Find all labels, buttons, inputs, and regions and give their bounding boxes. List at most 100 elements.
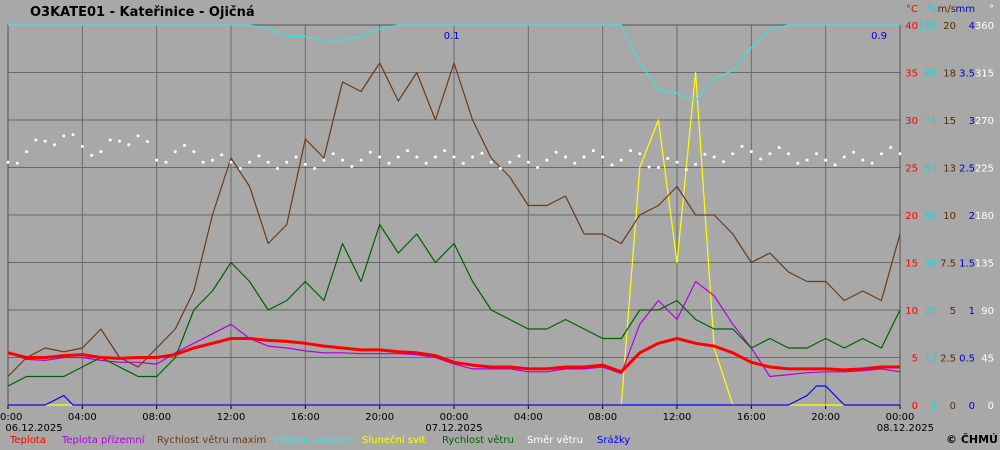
wind-direction-point — [257, 154, 261, 158]
y-tick-label: 18 — [943, 69, 956, 80]
y-tick-label: 315 — [975, 69, 994, 80]
wind-direction-point — [870, 161, 874, 165]
wind-direction-point — [582, 155, 586, 159]
legend-entry: Sluneční svit — [362, 434, 426, 446]
legend: Teplota Teplota přízemní Rychlost větru ma… — [9, 434, 630, 446]
wind-direction-point — [517, 154, 521, 158]
wind-direction-point — [489, 160, 493, 164]
legend-entry: Teplota přízemní — [61, 434, 146, 446]
y-tick-label: 20 — [905, 211, 918, 222]
wind-direction-point — [805, 158, 809, 162]
y-axis-unit: °C — [906, 4, 918, 15]
legend-entry: Teplota — [9, 435, 46, 446]
wind-direction-point — [647, 165, 651, 169]
wind-direction-point — [43, 139, 47, 143]
x-tick-label: 08:00 — [142, 412, 171, 423]
wind-direction-point — [731, 152, 735, 156]
y-tick-label: 4 — [969, 21, 975, 32]
precip-total-label: 0.1 — [444, 31, 460, 42]
y-tick-label: 0 — [912, 401, 918, 412]
x-tick-label: 08:00 — [588, 412, 617, 423]
wind-direction-point — [898, 152, 902, 156]
legend-entry: Směr větru — [527, 434, 583, 446]
wind-direction-point — [183, 143, 187, 147]
x-tick-label: 16:00 — [737, 412, 766, 423]
wind-direction-point — [471, 155, 475, 159]
y-tick-label: 0.5 — [959, 354, 975, 365]
wind-direction-point — [675, 160, 679, 164]
chart-title: O3KATE01 - Kateřinice - Ojičná — [30, 5, 255, 20]
y-axis-unit: mm — [956, 4, 975, 15]
wind-direction-point — [768, 152, 772, 156]
wind-direction-point — [164, 160, 168, 164]
wind-direction-point — [275, 167, 279, 171]
wind-direction-point — [684, 168, 688, 172]
y-tick-label: 90 — [981, 306, 994, 317]
series-line-7 — [8, 385, 900, 406]
y-tick-label: 0 — [950, 401, 956, 412]
wind-direction-point — [155, 158, 159, 162]
wind-direction-point — [619, 158, 623, 162]
y-tick-label: 3 — [969, 116, 975, 127]
wind-direction-point — [6, 160, 10, 164]
wind-direction-point — [712, 155, 716, 159]
axes: 00:00 04:00 08:00 12:00 16:00 20:00 00:00 04:00… — [0, 4, 994, 434]
wind-direction-point — [573, 161, 577, 165]
wind-direction-point — [238, 167, 242, 171]
series — [6, 24, 902, 406]
wind-direction-point — [833, 163, 837, 167]
y-tick-label: 88 — [924, 69, 937, 80]
legend-entry: Rychlost větru — [442, 434, 514, 446]
wind-direction-point — [508, 160, 512, 164]
wind-direction-point — [861, 158, 865, 162]
wind-direction-point — [879, 152, 883, 156]
wind-direction-point — [248, 160, 252, 164]
wind-direction-point — [406, 149, 410, 153]
wind-direction-point — [210, 158, 214, 162]
wind-direction-point — [52, 143, 56, 147]
wind-direction-point — [452, 155, 456, 159]
y-tick-label: 1 — [969, 306, 975, 317]
y-axis-unit: % — [927, 4, 937, 15]
x-tick-label: 20:00 — [365, 412, 394, 423]
wind-direction-point — [545, 158, 549, 162]
wind-direction-point — [842, 155, 846, 159]
wind-direction-point — [378, 155, 382, 159]
y-tick-label: 15 — [905, 259, 918, 270]
y-tick-label: 30 — [905, 116, 918, 127]
wind-direction-point — [108, 138, 112, 142]
wind-direction-point — [99, 150, 103, 154]
x-date-label: 06.12.2025 — [5, 423, 62, 434]
y-tick-label: 360 — [975, 21, 994, 32]
wind-direction-point — [359, 158, 363, 162]
wind-direction-point — [461, 161, 465, 165]
x-tick-label: 00:00 — [886, 412, 915, 423]
x-tick-label: 16:00 — [291, 412, 320, 423]
series-line-5 — [7, 223, 901, 387]
y-tick-label: 40 — [905, 21, 918, 32]
y-tick-label: 13 — [924, 354, 937, 365]
series-line-3 — [8, 24, 900, 102]
x-date-label: 08.12.2025 — [877, 423, 934, 434]
wind-direction-point — [322, 158, 326, 162]
wind-direction-point — [759, 157, 763, 161]
wind-direction-point — [387, 161, 391, 165]
y-tick-label: 75 — [924, 116, 937, 127]
x-tick-label: 00:00 — [0, 412, 22, 423]
y-tick-label: 15 — [943, 116, 956, 127]
wind-direction-point — [721, 160, 725, 164]
wind-direction-point — [498, 167, 502, 171]
wind-direction-point — [554, 150, 558, 154]
x-tick-label: 12:00 — [663, 412, 692, 423]
y-tick-label: 0 — [988, 401, 994, 412]
wind-direction-point — [656, 166, 660, 169]
x-date-label: 07.12.2025 — [425, 423, 482, 434]
wind-direction-point — [350, 164, 354, 168]
legend-entry: Rychlost větru maxim — [157, 434, 266, 446]
wind-direction-point — [536, 166, 540, 169]
wind-direction-point — [220, 153, 224, 157]
y-tick-label: 45 — [981, 354, 994, 365]
wind-direction-point — [368, 150, 372, 154]
y-tick-label: 10 — [943, 211, 956, 222]
